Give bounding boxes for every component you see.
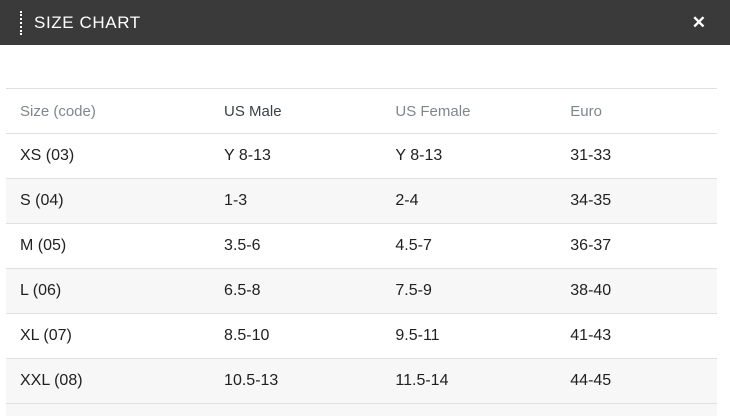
size-cell: S (04) xyxy=(6,178,211,224)
euro-cell: 31-33 xyxy=(556,133,717,179)
table-row: S (04) 1-3 2-4 34-35 xyxy=(6,178,717,224)
table-row: L (06) 6.5-8 7.5-9 38-40 xyxy=(6,268,717,314)
us-female-cell: Y 8-13 xyxy=(381,133,557,179)
us-female-cell: 4.5-7 xyxy=(381,223,557,269)
table-row: XS (03) Y 8-13 Y 8-13 31-33 xyxy=(6,133,717,179)
euro-cell: 41-43 xyxy=(556,313,717,359)
dotted-accent-line xyxy=(20,10,22,35)
us-male-cell: 1-3 xyxy=(210,178,382,224)
euro-cell: 44-45 xyxy=(556,358,717,404)
column-header-us-female: US Female xyxy=(381,88,557,134)
column-header-us-male: US Male xyxy=(210,88,382,134)
us-male-cell: 6.5-8 xyxy=(210,268,382,314)
table-row: XL (07) 8.5-10 9.5-11 41-43 xyxy=(6,313,717,359)
us-male-cell: 3.5-6 xyxy=(210,223,382,269)
column-header-euro: Euro xyxy=(556,88,717,134)
column-header-size-code: Size (code) xyxy=(6,88,211,134)
table-header-row: Size (code) US Male US Female Euro xyxy=(6,88,717,134)
us-female-cell: 11.5-14 xyxy=(381,358,557,404)
euro-cell: 38-40 xyxy=(556,268,717,314)
us-male-cell: 10.5-13 xyxy=(210,358,382,404)
size-cell: XL (07) xyxy=(6,313,211,359)
euro-cell: 34-35 xyxy=(556,178,717,224)
cutoff-next-row-area xyxy=(6,404,717,416)
modal-header: SIZE CHART ✕ xyxy=(0,0,730,45)
size-cell: XS (03) xyxy=(6,133,211,179)
us-female-cell: 7.5-9 xyxy=(381,268,557,314)
size-cell: XXL (08) xyxy=(6,358,211,404)
table-row: M (05) 3.5-6 4.5-7 36-37 xyxy=(6,223,717,269)
size-chart-table: Size (code) US Male US Female Euro XS (0… xyxy=(6,88,717,404)
size-chart-table-container: Size (code) US Male US Female Euro XS (0… xyxy=(6,88,717,416)
us-female-cell: 9.5-11 xyxy=(381,313,557,359)
size-cell: L (06) xyxy=(6,268,211,314)
table-row: XXL (08) 10.5-13 11.5-14 44-45 xyxy=(6,358,717,404)
modal-title: SIZE CHART xyxy=(34,12,141,32)
size-cell: M (05) xyxy=(6,223,211,269)
euro-cell: 36-37 xyxy=(556,223,717,269)
close-icon[interactable]: ✕ xyxy=(686,10,712,35)
us-male-cell: 8.5-10 xyxy=(210,313,382,359)
us-male-cell: Y 8-13 xyxy=(210,133,382,179)
us-female-cell: 2-4 xyxy=(381,178,557,224)
